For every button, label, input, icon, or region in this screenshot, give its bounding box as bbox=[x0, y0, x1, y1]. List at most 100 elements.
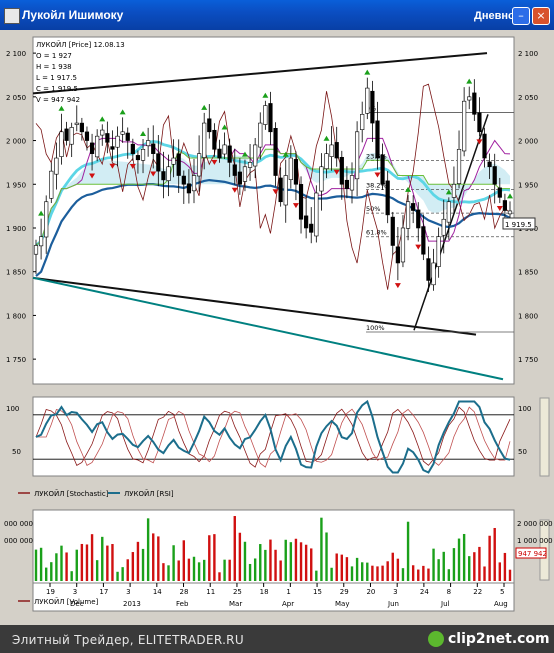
sell-signal-arrow bbox=[272, 189, 279, 195]
buy-signal-arrow bbox=[140, 130, 147, 136]
sell-signal-arrow bbox=[231, 187, 238, 193]
price-tick-right: 1 850 bbox=[518, 269, 538, 277]
volume-bar bbox=[233, 516, 236, 581]
price-tick-left: 1 800 bbox=[6, 312, 26, 320]
vol-tick-right: 1 000 000 bbox=[517, 537, 553, 545]
fib-level-label: 100% bbox=[366, 324, 385, 332]
osc-tick-right: 100 bbox=[518, 405, 531, 413]
date-tick-label: 11 bbox=[206, 588, 215, 596]
clip2net-upload-icon bbox=[428, 631, 444, 647]
price-tick-right: 1 950 bbox=[518, 181, 538, 189]
volume-bar bbox=[401, 568, 405, 581]
candle-body bbox=[492, 166, 497, 185]
volume-bar bbox=[121, 567, 124, 581]
candle-body bbox=[253, 144, 258, 167]
volume-bar bbox=[350, 566, 354, 581]
candle-body bbox=[140, 148, 146, 161]
volume-bar bbox=[202, 559, 206, 581]
volume-bar bbox=[452, 548, 456, 581]
long-trendline bbox=[32, 276, 504, 381]
close-button[interactable]: × bbox=[532, 7, 550, 25]
kijun-line bbox=[35, 148, 510, 246]
candle-body bbox=[349, 175, 355, 191]
legend-volume: ЛУКОЙЛ [Volume] bbox=[34, 597, 98, 606]
candle-body bbox=[395, 246, 400, 264]
month-label: 2013 bbox=[123, 600, 141, 608]
buy-signal-arrow bbox=[99, 116, 106, 122]
candle-body bbox=[436, 236, 441, 267]
volume-layer bbox=[34, 516, 512, 581]
volume-bar bbox=[335, 553, 338, 581]
axis-layer: 2 100 2 100 2 050 2 050 2 000 2 000 1 950 1 950… bbox=[6, 50, 538, 608]
volume-bar bbox=[355, 557, 359, 581]
scrollbar-osc[interactable] bbox=[539, 397, 550, 477]
volume-bar bbox=[146, 518, 150, 581]
candle-body bbox=[176, 153, 181, 176]
buy-signal-arrow bbox=[507, 193, 513, 199]
candle-body bbox=[472, 92, 477, 115]
volume-bar bbox=[366, 562, 369, 581]
volume-bar bbox=[304, 544, 308, 581]
volume-bar bbox=[279, 560, 282, 581]
volume-bar bbox=[284, 539, 287, 581]
tenkan-line bbox=[35, 137, 511, 246]
month-label: Feb bbox=[176, 600, 189, 608]
candle-body bbox=[69, 127, 74, 145]
candle-body bbox=[258, 122, 263, 148]
candle-body bbox=[146, 140, 151, 147]
candle-body bbox=[309, 223, 314, 233]
volume-bar bbox=[371, 565, 374, 581]
volume-bar bbox=[126, 559, 129, 581]
candle-body bbox=[467, 96, 472, 101]
chart-window-icon bbox=[4, 8, 20, 24]
title-bar[interactable]: Лукойл Ишимоку Дневной – × bbox=[0, 0, 554, 30]
volume-bar bbox=[80, 543, 84, 581]
volume-bar bbox=[483, 566, 486, 581]
candle-body bbox=[115, 135, 120, 148]
last-volume-box bbox=[515, 547, 547, 559]
candle-body bbox=[411, 203, 416, 211]
volume-bar bbox=[187, 558, 191, 581]
sell-signal-arrow bbox=[211, 159, 218, 165]
long-ma-line bbox=[35, 178, 511, 277]
period-label[interactable]: Дневной bbox=[474, 10, 522, 22]
volume-bar bbox=[396, 558, 400, 581]
volume-bar bbox=[182, 540, 186, 581]
volume-bar bbox=[50, 562, 53, 581]
date-tick-label: 3 bbox=[126, 588, 130, 596]
volume-bar bbox=[55, 553, 58, 581]
volume-bar bbox=[340, 554, 344, 581]
volume-bar bbox=[85, 544, 89, 581]
candle-body bbox=[304, 215, 309, 229]
candle-body bbox=[247, 162, 253, 168]
candle-body bbox=[441, 218, 446, 236]
date-tick-label: 19 bbox=[46, 588, 55, 596]
candle-body bbox=[202, 122, 207, 158]
buy-signal-arrow bbox=[221, 124, 228, 130]
price-tick-right: 1 800 bbox=[518, 312, 538, 320]
date-axis bbox=[32, 582, 515, 612]
volume-bar bbox=[223, 559, 226, 581]
sell-signal-arrow bbox=[109, 163, 116, 169]
sell-signal-arrow bbox=[89, 173, 96, 179]
oscillator-layer bbox=[33, 399, 514, 474]
buy-signal-arrow bbox=[262, 92, 269, 98]
date-tick-label: 20 bbox=[366, 588, 375, 596]
candle-body bbox=[370, 90, 375, 124]
candle-body bbox=[462, 100, 467, 152]
candle-body bbox=[171, 157, 176, 165]
volume-bar bbox=[386, 561, 389, 581]
minimize-button[interactable]: – bbox=[512, 7, 530, 25]
volume-bar bbox=[406, 521, 410, 581]
candle-body bbox=[120, 131, 125, 135]
volume-bar bbox=[432, 548, 435, 581]
candle-body bbox=[344, 179, 350, 189]
volume-bar bbox=[65, 552, 68, 581]
date-tick-label: 3 bbox=[393, 588, 397, 596]
buy-signal-arrow bbox=[282, 151, 289, 157]
buy-signal-arrow bbox=[445, 189, 452, 195]
candle-body bbox=[385, 180, 390, 216]
last-price-label: 1 919.5 bbox=[505, 221, 532, 229]
candle-body bbox=[237, 171, 242, 185]
volume-bar bbox=[493, 527, 496, 581]
